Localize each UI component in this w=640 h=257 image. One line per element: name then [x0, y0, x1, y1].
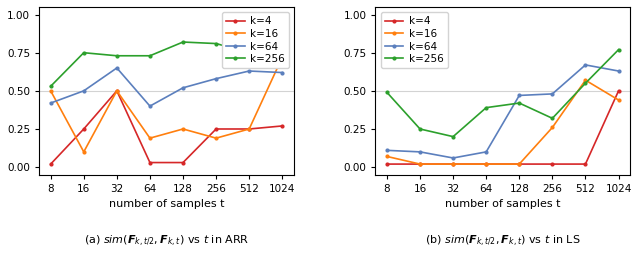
- k=16: [212, 137, 220, 140]
- k=256: [383, 91, 391, 94]
- k=256: [483, 106, 490, 109]
- k=4: [449, 162, 457, 166]
- Text: (a) $sim(\boldsymbol{F}_{k,t/2},\boldsymbol{F}_{k,t})$ vs $t$ in ARR: (a) $sim(\boldsymbol{F}_{k,t/2},\boldsym…: [84, 234, 249, 249]
- k=256: [449, 135, 457, 138]
- k=256: [245, 51, 253, 54]
- k=256: [614, 48, 622, 51]
- Line: k=64: k=64: [384, 62, 621, 161]
- Line: k=256: k=256: [48, 39, 285, 89]
- Line: k=16: k=16: [48, 54, 285, 155]
- k=64: [245, 69, 253, 72]
- Legend: k=4, k=16, k=64, k=256: k=4, k=16, k=64, k=256: [381, 12, 447, 68]
- k=4: [515, 162, 523, 166]
- k=4: [278, 124, 286, 127]
- k=4: [582, 162, 589, 166]
- k=64: [449, 157, 457, 160]
- k=64: [483, 150, 490, 153]
- k=4: [47, 162, 54, 166]
- k=16: [548, 126, 556, 129]
- k=16: [278, 56, 286, 59]
- k=256: [548, 117, 556, 120]
- Line: k=64: k=64: [48, 65, 285, 109]
- X-axis label: number of samples t: number of samples t: [445, 199, 561, 209]
- Line: k=4: k=4: [48, 88, 285, 167]
- k=16: [483, 162, 490, 166]
- Legend: k=4, k=16, k=64, k=256: k=4, k=16, k=64, k=256: [221, 12, 289, 68]
- k=256: [47, 85, 54, 88]
- k=64: [80, 89, 88, 93]
- k=256: [416, 127, 424, 131]
- k=4: [383, 162, 391, 166]
- k=4: [483, 162, 490, 166]
- Text: (b) $sim(\boldsymbol{F}_{k,t/2},\boldsymbol{F}_{k,t})$ vs $t$ in LS: (b) $sim(\boldsymbol{F}_{k,t/2},\boldsym…: [425, 234, 580, 249]
- k=4: [113, 89, 121, 93]
- k=256: [146, 54, 154, 57]
- k=4: [80, 127, 88, 131]
- k=64: [212, 77, 220, 80]
- k=64: [515, 94, 523, 97]
- k=16: [47, 89, 54, 93]
- k=64: [278, 71, 286, 74]
- k=4: [179, 161, 187, 164]
- k=16: [614, 98, 622, 102]
- k=16: [146, 137, 154, 140]
- Line: k=256: k=256: [384, 47, 621, 139]
- k=16: [515, 162, 523, 166]
- k=16: [80, 150, 88, 153]
- k=16: [179, 127, 187, 131]
- k=256: [212, 42, 220, 45]
- k=256: [515, 102, 523, 105]
- k=16: [449, 162, 457, 166]
- k=256: [80, 51, 88, 54]
- k=16: [245, 127, 253, 131]
- k=16: [416, 162, 424, 166]
- k=256: [113, 54, 121, 57]
- Line: k=16: k=16: [384, 77, 621, 167]
- k=64: [548, 92, 556, 95]
- k=64: [146, 105, 154, 108]
- k=64: [113, 66, 121, 69]
- k=64: [614, 69, 622, 72]
- k=64: [383, 149, 391, 152]
- k=4: [548, 162, 556, 166]
- k=16: [383, 155, 391, 158]
- k=16: [113, 89, 121, 93]
- k=64: [47, 102, 54, 105]
- k=4: [146, 161, 154, 164]
- k=256: [179, 41, 187, 44]
- k=64: [416, 150, 424, 153]
- Line: k=4: k=4: [384, 88, 621, 167]
- k=4: [416, 162, 424, 166]
- k=16: [582, 79, 589, 82]
- X-axis label: number of samples t: number of samples t: [109, 199, 224, 209]
- k=64: [582, 63, 589, 67]
- k=4: [245, 127, 253, 131]
- k=4: [212, 127, 220, 131]
- k=256: [278, 59, 286, 62]
- k=64: [179, 86, 187, 89]
- k=256: [582, 82, 589, 85]
- k=4: [614, 89, 622, 93]
